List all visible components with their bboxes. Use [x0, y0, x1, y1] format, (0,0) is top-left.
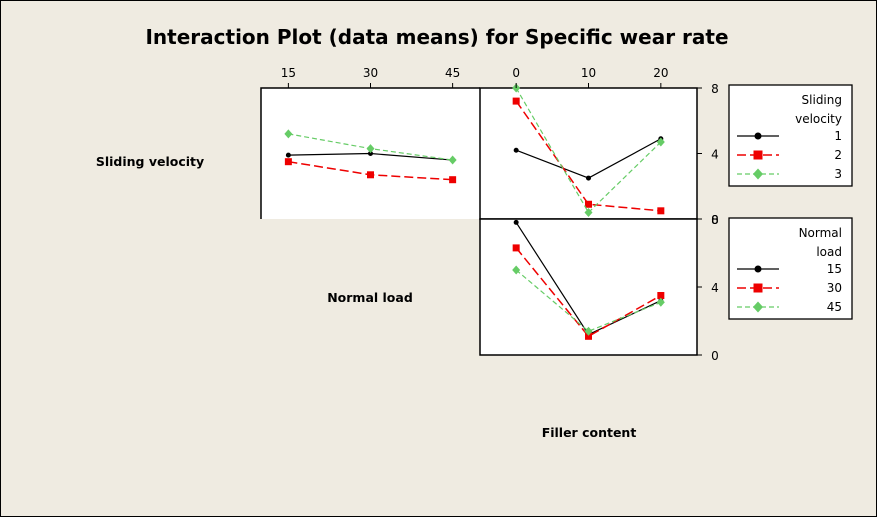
data-point-2-2 — [585, 200, 592, 208]
legend-title: Sliding — [802, 93, 842, 107]
y-tick-label: 0 — [711, 349, 719, 363]
data-point-3-2 — [584, 207, 593, 217]
legend-title: load — [816, 245, 842, 259]
chart-title: Interaction Plot (data means) for Specif… — [145, 25, 728, 49]
y-tick-label: 4 — [711, 281, 719, 295]
data-point-1-2 — [586, 175, 591, 181]
legend-1: Sliding velocity 1 2 3 — [728, 84, 853, 187]
data-point-2-2 — [367, 171, 374, 179]
legend-entry-label: 15 — [827, 262, 842, 276]
legend-marker — [753, 168, 763, 180]
x-tick-label: 15 — [281, 66, 296, 80]
data-point-1-2 — [368, 151, 373, 156]
panel-border — [260, 87, 480, 219]
x-tick-label: 45 — [445, 66, 460, 80]
legend-title: velocity — [795, 112, 842, 126]
legend-entry-label: 1 — [834, 129, 842, 143]
data-point-2-2 — [585, 332, 592, 340]
legend-marker — [754, 132, 762, 140]
x-tick-label: 0 — [512, 66, 520, 80]
data-point-2-1 — [512, 244, 520, 252]
series-line-3 — [515, 269, 662, 332]
legend-marker — [754, 265, 762, 273]
legend-entry-label: 30 — [827, 281, 842, 295]
row-label-normal-load: Normal load — [327, 290, 413, 305]
series-line-2 — [515, 247, 662, 338]
y-tick-label: 8 — [711, 213, 719, 227]
legend-entry-label: 3 — [834, 167, 842, 181]
x-tick-label: 10 — [581, 66, 596, 80]
y-tick-label: 8 — [711, 82, 719, 96]
data-point-1-1 — [513, 147, 519, 153]
legend-entry-label: 2 — [834, 148, 842, 162]
data-point-3-2 — [366, 144, 375, 154]
data-point-3-3 — [448, 155, 457, 165]
series-line-3 — [515, 87, 662, 214]
legend-title: Normal — [799, 226, 842, 240]
legend-marker — [753, 150, 763, 160]
data-point-2-3 — [449, 176, 457, 184]
panels-layer — [260, 83, 698, 356]
legends-layer: Sliding velocity 1 2 3 Normal load 15 30 45 — [728, 84, 853, 320]
panel-background — [480, 88, 697, 219]
y-tick-label: 0 — [711, 213, 719, 227]
data-point-1-1 — [513, 219, 519, 225]
legend-marker — [753, 301, 763, 313]
panel-filler-by-load — [479, 218, 698, 356]
data-point-3-3 — [656, 137, 665, 147]
data-point-3-2 — [584, 326, 593, 336]
legend-2: Normal load 15 30 45 — [728, 217, 853, 320]
data-point-2-1 — [512, 97, 520, 105]
y-tick-label: 4 — [711, 148, 719, 162]
data-point-3-1 — [284, 129, 293, 139]
data-point-2-3 — [657, 292, 665, 299]
data-point-3-1 — [512, 265, 521, 275]
column-label-filler-content: Filler content — [542, 425, 637, 440]
data-point-2-1 — [284, 158, 292, 166]
x-tick-label: 20 — [653, 66, 668, 80]
panel-filler-by-velocity — [479, 83, 698, 220]
panel-load-by-velocity — [260, 87, 480, 219]
x-tick-label: 30 — [363, 66, 378, 80]
legend-entry-label: 45 — [827, 300, 842, 314]
row-label-sliding-velocity: Sliding velocity — [96, 154, 204, 169]
data-point-3-3 — [656, 297, 665, 307]
data-point-2-3 — [657, 207, 665, 215]
data-point-1-1 — [285, 152, 291, 158]
legend-marker — [753, 283, 763, 293]
